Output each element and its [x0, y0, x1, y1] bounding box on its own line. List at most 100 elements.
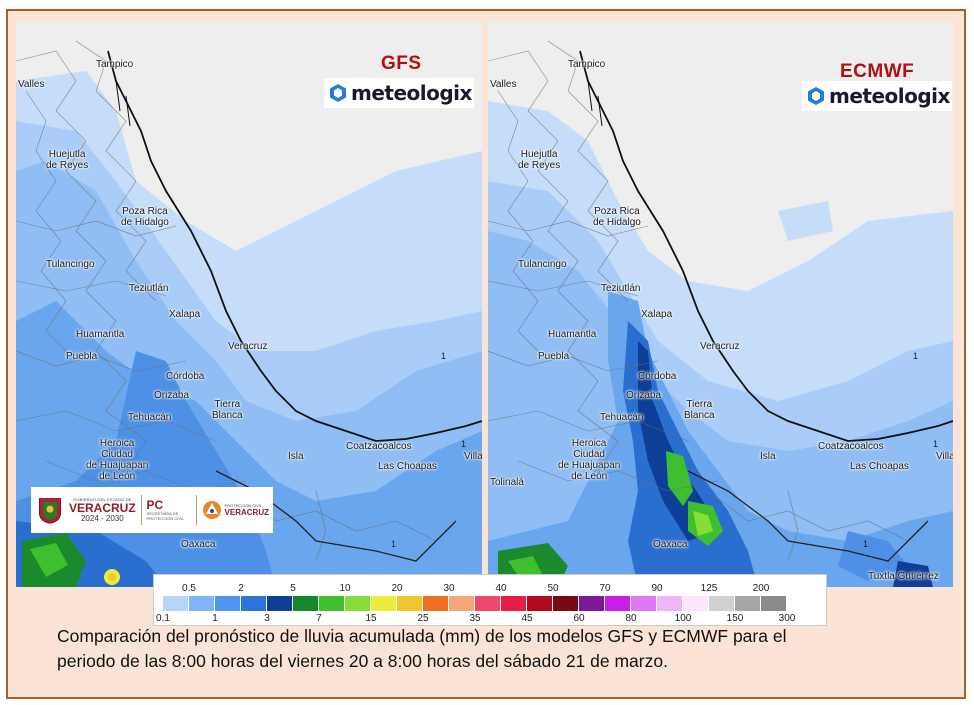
meteologix-mark-icon — [808, 87, 824, 105]
caption-line-2: periodo de las 8:00 horas del viernes 20… — [57, 651, 668, 671]
city-label: Tampico — [96, 59, 134, 70]
gfs-model-title: GFS — [381, 53, 422, 74]
figure-frame: GFS meteologix Tampico Valles Huejutla de R… — [6, 9, 966, 699]
gfs-rain-map — [16, 21, 482, 587]
city-label: Xalapa — [169, 309, 201, 320]
city-label: Isla — [288, 451, 304, 462]
legend-bottom-label: 100 — [674, 613, 692, 624]
legend-swatch — [163, 596, 189, 611]
contour-label: 1 — [461, 439, 467, 449]
city-label: Huamantla — [548, 329, 597, 340]
legend-top-label: 40 — [495, 583, 507, 594]
city-label: Tolinalá — [490, 477, 524, 488]
city-label: Valles — [18, 79, 45, 90]
legend-swatch — [709, 596, 735, 611]
legend-top-label: 5 — [290, 583, 296, 594]
legend-top-label: 30 — [443, 583, 455, 594]
legend-swatch — [553, 596, 579, 611]
contour-label: 1 — [441, 351, 447, 361]
legend-top-label: 0.5 — [182, 583, 196, 594]
legend-swatch — [371, 596, 397, 611]
legend-swatch — [735, 596, 761, 611]
city-label: Poza Rica de Hidalgo — [121, 206, 169, 228]
legend-top-label: 200 — [752, 583, 770, 594]
legend-bottom-label: 3 — [264, 613, 270, 624]
city-label: Tehuacán — [128, 412, 172, 423]
legend-top-label: 50 — [547, 583, 559, 594]
city-label: Tehuacán — [600, 412, 644, 423]
legend-swatch — [397, 596, 423, 611]
legend-swatch — [319, 596, 345, 611]
city-label: Oaxaca — [653, 539, 688, 550]
legend-top-label: 125 — [700, 583, 718, 594]
legend-swatch — [657, 596, 683, 611]
legend-swatch — [215, 596, 241, 611]
city-label: Coatzacoalcos — [818, 441, 884, 452]
legend-swatch — [189, 596, 215, 611]
city-label: Tierra Blanca — [212, 399, 243, 421]
legend-bottom-label: 35 — [469, 613, 481, 624]
contour-label: 1 — [913, 351, 919, 361]
figure-caption: Comparación del pronóstico de lluvia acu… — [57, 624, 937, 674]
city-label: Poza Rica de Hidalgo — [593, 206, 641, 228]
legend-top-label: 10 — [339, 583, 351, 594]
contour-label: 1 — [391, 539, 397, 549]
legend-top-label: 90 — [651, 583, 663, 594]
city-label: Heroica Ciudad de Huajuapan de León — [558, 438, 621, 482]
veracruz-seal-icon — [38, 498, 62, 524]
civil-protection-emblem-icon — [202, 501, 221, 519]
city-label: Teziutlán — [129, 283, 169, 294]
legend-swatch — [449, 596, 475, 611]
ecmwf-map-panel: ECMWF meteologix Tampico Valles Huejutla de… — [488, 21, 953, 587]
city-label: Huejutla de Reyes — [46, 149, 89, 171]
legend-swatch — [527, 596, 553, 611]
city-label: Heroica Ciudad de Huajuapan de León — [86, 438, 149, 482]
legend-bottom-label: 60 — [573, 613, 585, 624]
meteologix-mark-icon — [330, 84, 346, 102]
legend-swatch — [241, 596, 267, 611]
legend-swatch — [501, 596, 527, 611]
legend-swatch — [761, 596, 787, 611]
banner-divider — [140, 495, 142, 525]
city-label: Tampico — [568, 59, 606, 70]
legend-swatch — [345, 596, 371, 611]
legend-swatch — [267, 596, 293, 611]
city-label: Orizaba — [154, 390, 190, 401]
city-label: Puebla — [66, 351, 98, 362]
legend-bottom-label: 15 — [365, 613, 377, 624]
gfs-logo-text: meteologix — [351, 81, 472, 105]
city-label: Tulancingo — [518, 259, 567, 270]
ecmwf-meteologix-logo: meteologix — [802, 81, 952, 111]
legend-swatch — [475, 596, 501, 611]
ecmwf-model-title: ECMWF — [840, 61, 915, 82]
contour-label: 1 — [933, 439, 939, 449]
city-label: Oaxaca — [181, 539, 216, 550]
city-label: Teziutlán — [601, 283, 641, 294]
city-label: Isla — [760, 451, 776, 462]
gfs-meteologix-logo: meteologix — [324, 78, 474, 108]
city-label: Córdoba — [638, 371, 677, 382]
city-label: Veracruz — [700, 341, 740, 352]
city-label: Tulancingo — [46, 259, 95, 270]
legend-color-scale — [163, 596, 787, 611]
city-label: Xalapa — [641, 309, 673, 320]
city-label: Las Choapas — [378, 461, 437, 472]
legend-bottom-label: 7 — [316, 613, 322, 624]
city-label: Villa — [464, 451, 482, 462]
city-label: Tuxtla Gutiérrez — [868, 571, 939, 582]
city-label: Valles — [490, 79, 517, 90]
city-label: Orizaba — [626, 390, 662, 401]
city-label: Villa — [936, 451, 953, 462]
city-label: Tierra Blanca — [684, 399, 715, 421]
government-banner: GOBIERNO DEL ESTADO DE VERACRUZ 2024 - 2… — [31, 487, 273, 533]
city-label: Córdoba — [166, 371, 205, 382]
ecmwf-rain-map — [488, 21, 953, 587]
legend-top-label: 70 — [599, 583, 611, 594]
city-label: Puebla — [538, 351, 570, 362]
legend-swatch — [631, 596, 657, 611]
city-label: Las Choapas — [850, 461, 909, 472]
legend-bottom-label: 80 — [625, 613, 637, 624]
legend-bottom-label: 1 — [212, 613, 218, 624]
legend-bottom-label: 150 — [726, 613, 744, 624]
legend-bottom-label: 25 — [417, 613, 429, 624]
